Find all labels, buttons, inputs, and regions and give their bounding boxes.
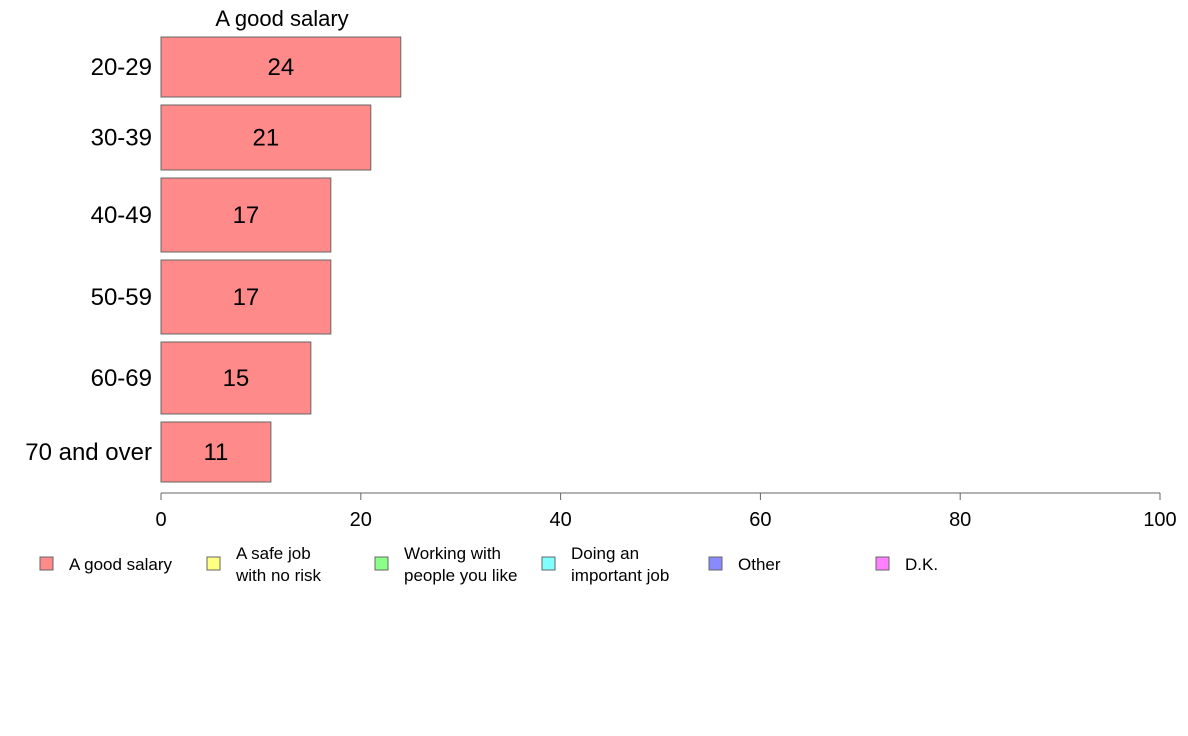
category-label: 70 and over: [25, 439, 152, 466]
category-label: 60-69: [91, 365, 152, 392]
legend-label: A good salary: [69, 555, 173, 574]
bars-group: 20-29 24 30-39 21 40-49 17 50-59 17 60-69 15 70 an…: [25, 36, 402, 483]
legend-swatch: [374, 556, 389, 571]
legend-label: D.K.: [905, 555, 938, 574]
legend-swatch: [39, 556, 54, 571]
x-tick-label: 0: [155, 509, 166, 531]
legend-label: A safe job with no risk: [235, 544, 322, 585]
x-tick-label: 40: [549, 509, 571, 531]
bar-70-and-over: [160, 421, 272, 483]
data-label: 24: [268, 54, 295, 81]
category-label: 20-29: [91, 54, 152, 81]
x-tick-label: 100: [1143, 509, 1176, 531]
x-tick-label: 20: [350, 509, 372, 531]
data-label: 15: [223, 365, 250, 392]
legend-label: Other: [738, 555, 781, 574]
data-label: 11: [203, 439, 228, 466]
chart-title: A good salary: [215, 6, 348, 31]
data-label: 17: [233, 284, 260, 311]
bar-20-29: [160, 36, 402, 98]
x-axis: 0 20 40 60 80 100: [155, 492, 1177, 531]
bar-30-39: [160, 104, 372, 171]
category-label: 50-59: [91, 284, 152, 311]
legend-swatch: [708, 556, 723, 571]
legend-swatch: [541, 556, 556, 571]
legend-label: Working with people you like: [404, 544, 517, 585]
legend-swatch: [875, 556, 890, 571]
category-label: 30-39: [91, 125, 152, 152]
bar-60-69: [160, 341, 312, 415]
data-label: 17: [233, 202, 260, 229]
x-tick-label: 80: [949, 509, 971, 531]
bar-50-59: [160, 259, 332, 335]
category-label: 40-49: [91, 202, 152, 229]
legend: A good salary A safe job with no risk Worki…: [39, 544, 938, 585]
x-tick-label: 60: [749, 509, 771, 531]
legend-label: Doing an important job: [571, 544, 669, 585]
bar-40-49: [160, 177, 332, 253]
legend-swatch: [206, 556, 221, 571]
data-label: 21: [253, 125, 280, 152]
